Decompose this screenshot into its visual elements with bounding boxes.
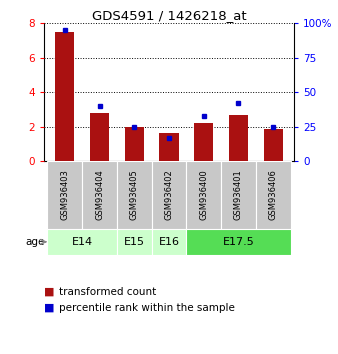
Bar xyxy=(47,229,117,255)
Bar xyxy=(117,161,152,229)
Text: E17.5: E17.5 xyxy=(223,237,255,247)
Text: GSM936403: GSM936403 xyxy=(60,170,69,221)
Bar xyxy=(186,229,291,255)
Text: GSM936401: GSM936401 xyxy=(234,170,243,221)
Text: age: age xyxy=(25,237,45,247)
Text: GSM936405: GSM936405 xyxy=(130,170,139,221)
Text: percentile rank within the sample: percentile rank within the sample xyxy=(59,303,235,313)
Bar xyxy=(55,32,74,161)
Bar xyxy=(152,161,186,229)
Bar xyxy=(47,161,82,229)
Bar xyxy=(160,133,178,161)
Text: E15: E15 xyxy=(124,237,145,247)
Text: ■: ■ xyxy=(44,287,54,297)
Text: ■: ■ xyxy=(44,303,54,313)
Text: E16: E16 xyxy=(159,237,179,247)
Text: transformed count: transformed count xyxy=(59,287,156,297)
Bar xyxy=(256,161,291,229)
Text: E14: E14 xyxy=(72,237,93,247)
Bar xyxy=(117,229,152,255)
Bar xyxy=(194,123,213,161)
Bar xyxy=(186,161,221,229)
Bar xyxy=(152,229,186,255)
Text: GSM936406: GSM936406 xyxy=(269,170,278,221)
Bar xyxy=(82,161,117,229)
Bar xyxy=(264,129,283,161)
Bar xyxy=(90,113,109,161)
Title: GDS4591 / 1426218_at: GDS4591 / 1426218_at xyxy=(92,9,246,22)
Bar xyxy=(221,161,256,229)
Bar xyxy=(229,115,248,161)
Text: GSM936404: GSM936404 xyxy=(95,170,104,221)
Bar xyxy=(125,127,144,161)
Text: GSM936400: GSM936400 xyxy=(199,170,208,221)
Text: GSM936402: GSM936402 xyxy=(165,170,173,221)
